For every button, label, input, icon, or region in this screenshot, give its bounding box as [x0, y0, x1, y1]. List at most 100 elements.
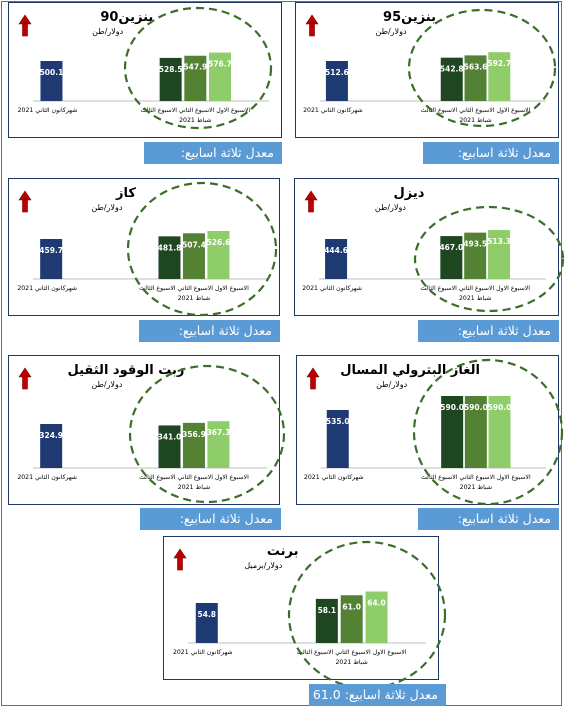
bar-1 [158, 236, 181, 279]
average-value: 61.0 [312, 687, 341, 702]
bar-value-label-1: 341.0 [158, 432, 182, 441]
tick-label-prev-month: شهركانون الثاني 2021 [173, 649, 233, 656]
average-box-5: معدل ثلاثة اسابيع: 590.0 [418, 508, 559, 548]
chart-panel-0: بنزين90 دولار/طن 500.1 528.5 547.9 576.7 شهركا… [8, 2, 282, 138]
bar-0 [325, 239, 348, 279]
bar-1 [158, 425, 181, 468]
average-value: 491.1 [515, 345, 551, 360]
highlight-ring [123, 6, 273, 130]
chart-unit: دولار/برميل [244, 561, 282, 570]
chart-svg-2: كاز دولار/طن 459.7 481.8 507.4 526.6 شهركانون … [17, 181, 278, 317]
tick-label-prev-month: شهركانون الثاني 2021 [304, 474, 364, 481]
average-label: معدل ثلاثة اسابيع: [457, 323, 551, 338]
bar-0 [325, 61, 348, 101]
group-label: شباط 2021 [459, 117, 491, 124]
bar-0 [40, 239, 63, 279]
bar-value-label-1: 528.5 [159, 65, 183, 74]
bar-3 [488, 396, 511, 468]
bar-value-label-0: 459.7 [39, 246, 63, 255]
chart-title: برنت [267, 544, 299, 559]
bar-2 [182, 422, 205, 468]
bar-2 [182, 233, 205, 279]
bar-3 [208, 52, 231, 101]
bar-value-label-2: 590.0 [464, 403, 488, 412]
average-box-1: معدل ثلاثة اسابيع: 566.6 [423, 142, 559, 182]
bar-2 [464, 55, 487, 101]
bar-value-label-0: 500.1 [40, 68, 64, 77]
bar-value-label-1: 467.0 [439, 243, 463, 252]
tick-label-prev-month: شهركانون الثاني 2021 [17, 474, 77, 481]
bar-0 [195, 603, 218, 643]
chart-title: بنزين95 [383, 10, 436, 25]
bar-value-label-3: 367.3 [207, 428, 231, 437]
chart-unit: دولار/طن [376, 380, 407, 389]
bar-value-label-3: 590.0 [488, 403, 512, 412]
chart-panel-2: كاز دولار/طن 459.7 481.8 507.4 526.6 شهركانون … [8, 178, 280, 317]
average-box-4: معدل ثلاثة اسابيع: 355.0 [140, 508, 281, 548]
chart-title: كاز [115, 186, 136, 201]
bar-0 [40, 424, 63, 468]
chart-unit: دولار/طن [375, 203, 406, 212]
bar-2 [464, 396, 487, 468]
bar-value-label-1: 481.8 [158, 243, 182, 252]
chart-unit: دولار/طن [91, 203, 122, 212]
bar-value-label-1: 58.1 [318, 606, 337, 615]
bar-2 [340, 595, 363, 643]
highlight-ring [126, 181, 278, 317]
bar-value-label-3: 513.3 [487, 237, 511, 246]
bar-3 [488, 52, 511, 101]
tick-label-weeks: الاسبوع الاول الاسبوع الثاني الاسبوع الث… [140, 107, 250, 114]
average-value: 505.1 [236, 345, 272, 360]
bar-3 [207, 421, 230, 468]
chart-panel-1: بنزين95 دولار/طن 512.6 542.8 563.6 592.7 شهركا… [295, 2, 559, 138]
bar-2 [464, 232, 487, 279]
bar-3 [365, 591, 388, 643]
chart-svg-0: بنزين90 دولار/طن 500.1 528.5 547.9 576.7 شهركا… [18, 6, 273, 130]
bar-1 [159, 57, 182, 101]
average-box-2: معدل ثلاثة اسابيع: 505.1 [139, 320, 280, 360]
chart-unit: دولار/طن [376, 27, 407, 36]
chart-svg-6: برنت دولار/برميل 54.8 58.1 61.0 64.0 شهركانون … [173, 540, 447, 690]
up-arrow-icon [305, 14, 319, 37]
average-value: 590.0 [515, 533, 551, 548]
bar-value-label-2: 356.9 [182, 430, 206, 439]
up-arrow-icon [304, 190, 318, 213]
bar-value-label-1: 590.0 [440, 403, 464, 412]
tick-label-weeks: الاسبوع الاول الاسبوع الثاني الاسبوع الث… [139, 285, 249, 292]
bar-value-label-2: 547.9 [183, 63, 207, 72]
bar-value-label-2: 563.6 [464, 62, 488, 71]
group-label: شباط 2021 [179, 117, 211, 124]
up-arrow-icon [173, 548, 187, 571]
bar-value-label-2: 61.0 [342, 602, 361, 611]
chart-unit: دولار/طن [92, 27, 123, 36]
bar-value-label-0: 535.0 [326, 417, 350, 426]
bar-2 [184, 55, 207, 101]
chart-panel-4: زبت الوقود الثقيل دولار/طن 324.9 341.0 356.9… [8, 355, 286, 505]
chart-svg-1: بنزين95 دولار/طن 512.6 542.8 563.6 592.7 شهركا… [303, 8, 557, 128]
highlight-ring [413, 205, 565, 313]
tick-label-weeks: الاسبوع الاول الاسبوع الثاني الاسبوع الث… [421, 474, 531, 481]
bar-value-label-0: 512.6 [325, 68, 349, 77]
bar-value-label-0: 444.6 [324, 246, 348, 255]
group-label: شباط 2021 [460, 484, 492, 491]
highlight-ring [412, 358, 564, 506]
bar-1 [441, 396, 464, 468]
bar-value-label-2: 493.5 [463, 240, 487, 249]
bar-1 [315, 598, 338, 643]
bar-1 [440, 57, 463, 101]
average-label: معدل ثلاثة اسابيع: [180, 145, 274, 160]
bar-value-label-3: 576.7 [208, 60, 232, 69]
bar-value-label-3: 64.0 [367, 599, 386, 608]
up-arrow-icon [18, 14, 32, 37]
bar-value-label-0: 324.9 [39, 431, 63, 440]
chart-panel-5: الغاز البترولي المسال دولار/طن 535.0 590.0 5… [296, 355, 564, 506]
bar-3 [207, 230, 230, 279]
chart-title: بنزين90 [100, 10, 153, 25]
tick-label-weeks: الاسبوع الاول الاسبوع الثاني الاسبوع الث… [297, 649, 407, 656]
chart-title: زبت الوقود الثقيل [67, 363, 184, 378]
average-label: معدل ثلاثة اسابيع: [457, 511, 551, 526]
bar-1 [440, 236, 463, 279]
bar-value-label-1: 542.8 [440, 65, 464, 74]
bar-0 [40, 61, 63, 101]
tick-label-prev-month: شهركانون الثاني 2021 [18, 107, 78, 114]
